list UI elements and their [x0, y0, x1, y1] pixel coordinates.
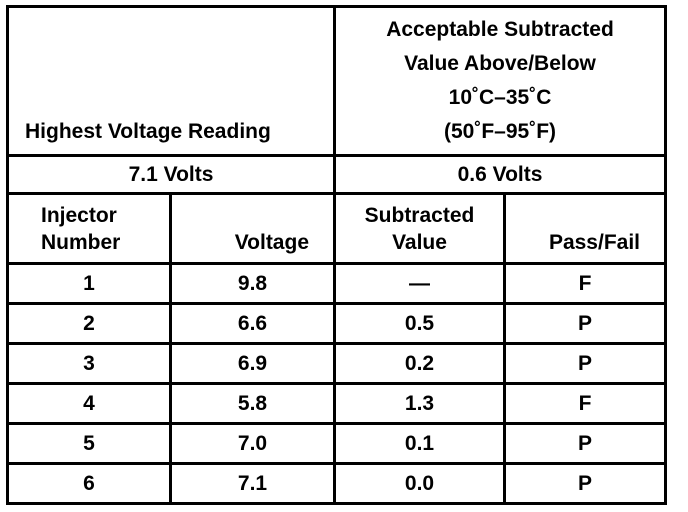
- result-cell: P: [503, 422, 667, 465]
- injector-cell: 6: [6, 462, 172, 505]
- subtracted-cell: —: [333, 262, 506, 305]
- highest-voltage-value: 7.1 Volts: [6, 154, 336, 195]
- acceptable-header-line: (50˚F–95˚F): [443, 120, 557, 143]
- subtracted-cell: 0.0: [333, 462, 506, 505]
- header-row: Highest Voltage Reading Acceptable Subtr…: [6, 5, 667, 157]
- acceptable-header-line: Value Above/Below: [404, 52, 596, 75]
- voltage-header: Voltage: [169, 192, 336, 265]
- injector-cell: 4: [6, 382, 172, 425]
- injector-cell: 3: [6, 342, 172, 385]
- result-cell: P: [503, 462, 667, 505]
- injector-cell: 5: [6, 422, 172, 465]
- table-row: 1 9.8 — F: [6, 262, 667, 305]
- subtracted-cell: 0.2: [333, 342, 506, 385]
- voltage-cell: 6.6: [169, 302, 336, 345]
- voltage-cell: 6.9: [169, 342, 336, 385]
- table-row: 5 7.0 0.1 P: [6, 422, 667, 465]
- subtracted-cell: 1.3: [333, 382, 506, 425]
- voltage-cell: 9.8: [169, 262, 336, 305]
- voltage-cell: 5.8: [169, 382, 336, 425]
- voltage-cell: 7.0: [169, 422, 336, 465]
- subtracted-value-header: Subtracted Value: [333, 192, 506, 265]
- subtracted-cell: 0.5: [333, 302, 506, 345]
- injector-cell: 2: [6, 302, 172, 345]
- table-row: 2 6.6 0.5 P: [6, 302, 667, 345]
- injector-header-line: Number: [41, 230, 121, 254]
- result-cell: P: [503, 342, 667, 385]
- voltage-cell: 7.1: [169, 462, 336, 505]
- column-header-row: Injector Number Voltage Subtracted Value…: [6, 192, 667, 265]
- table-row: 4 5.8 1.3 F: [6, 382, 667, 425]
- table-row: 3 6.9 0.2 P: [6, 342, 667, 385]
- acceptable-header-line: 10˚C–35˚C: [448, 86, 552, 109]
- injector-header-line: Injector: [41, 203, 117, 227]
- acceptable-value-header: Acceptable Subtracted Value Above/Below …: [333, 5, 667, 157]
- result-cell: F: [503, 382, 667, 425]
- subtracted-cell: 0.1: [333, 422, 506, 465]
- injector-voltage-table: Highest Voltage Reading Acceptable Subtr…: [6, 5, 667, 505]
- pass-fail-header: Pass/Fail: [503, 192, 667, 265]
- injector-number-header: Injector Number: [6, 192, 172, 265]
- result-cell: P: [503, 302, 667, 345]
- injector-cell: 1: [6, 262, 172, 305]
- result-cell: F: [503, 262, 667, 305]
- subtracted-header-line: Value: [392, 231, 447, 254]
- table-row: 6 7.1 0.0 P: [6, 462, 667, 505]
- highest-voltage-header: Highest Voltage Reading: [6, 5, 336, 157]
- acceptable-value: 0.6 Volts: [333, 154, 667, 195]
- subheader-row: 7.1 Volts 0.6 Volts: [6, 154, 667, 195]
- subtracted-header-line: Subtracted: [364, 204, 475, 227]
- acceptable-header-line: Acceptable Subtracted: [386, 18, 614, 41]
